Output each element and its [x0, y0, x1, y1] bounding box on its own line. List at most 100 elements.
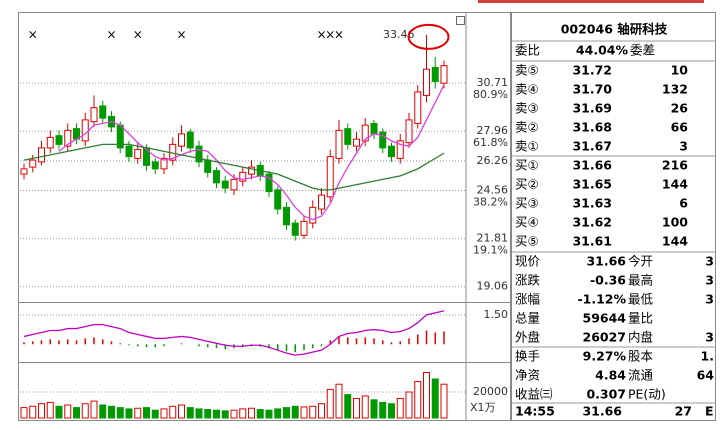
candle-body [318, 194, 325, 210]
stat-label: 量比 [628, 311, 653, 326]
stat-value: 3 [705, 273, 714, 288]
stat-label: 流通 [628, 368, 654, 383]
candle-body [64, 129, 72, 147]
fib-label: 61.8% [473, 136, 508, 149]
candle-body [300, 220, 308, 236]
stat-label: 外盘 [515, 330, 540, 345]
order-volume: 100 [662, 215, 688, 230]
candle-body [151, 161, 159, 170]
macd-line [23, 310, 445, 356]
volume-bar [291, 405, 299, 419]
label: 委比 [515, 43, 540, 58]
y-tick-label: 1.50 [484, 308, 509, 321]
stat-value: 64 [697, 368, 715, 383]
stat-label: 现价 [515, 254, 541, 269]
candle-body [353, 138, 360, 147]
label: 委差 [630, 43, 655, 58]
volume-bar [151, 409, 159, 419]
order-label: 卖② [515, 120, 539, 135]
panel-icon[interactable] [456, 16, 465, 25]
stat-label: 换手 [515, 349, 540, 364]
candle-body [160, 157, 168, 170]
order-volume: 6 [679, 196, 688, 211]
volume-bar [388, 403, 395, 419]
stat-value: 3 [705, 292, 714, 307]
candle-body [379, 131, 387, 149]
candle-body [213, 170, 220, 184]
candle-body [414, 91, 422, 124]
volume-bar [318, 403, 325, 419]
volume-bar [370, 399, 378, 419]
y-tick-label: 30.71 [477, 76, 509, 89]
candle-body [125, 145, 133, 158]
order-price: 31.61 [572, 234, 612, 249]
volume-bar [309, 405, 317, 419]
last-price: 31.66 [582, 404, 622, 419]
event-marker: × [325, 28, 335, 42]
order-price: 31.69 [572, 101, 612, 116]
time: 14:55 [515, 404, 555, 419]
candle-body [326, 156, 334, 198]
volume-bar [221, 410, 229, 419]
candle-body [335, 129, 343, 159]
candle-body [230, 178, 238, 191]
chart-frame [18, 12, 511, 421]
order-label: 买② [515, 177, 539, 192]
order-price: 31.63 [572, 196, 612, 211]
volume-bar [38, 403, 45, 419]
order-label: 卖④ [515, 82, 539, 97]
quote-frame [511, 12, 716, 421]
top-strip [478, 0, 704, 3]
stat-label: 总量 [515, 311, 540, 326]
volume-bar [239, 408, 247, 419]
volume-bar [265, 409, 273, 419]
candle-body [20, 168, 28, 175]
volume-bar [256, 409, 264, 419]
stat-label: 内盘 [628, 330, 653, 345]
candle-body [221, 180, 229, 189]
volume-bar [213, 409, 220, 419]
order-price: 31.68 [572, 120, 612, 135]
candle-body [370, 122, 378, 135]
candle-body [431, 66, 439, 82]
fib-label: 80.9% [473, 88, 508, 101]
stat-label: 最低 [628, 292, 654, 307]
volume-bar [73, 407, 80, 419]
event-marker: × [334, 28, 344, 42]
volume-bar [20, 407, 28, 419]
volume-bar [29, 405, 37, 419]
candle-body [440, 65, 448, 84]
candle-body [405, 119, 413, 144]
volume-bar [414, 381, 422, 419]
volume-bar [46, 401, 54, 419]
order-volume: 216 [662, 158, 688, 173]
order-price: 31.72 [572, 63, 612, 78]
y-tick-label: 19.06 [477, 280, 509, 293]
candle-body [29, 159, 37, 168]
volume-bar [274, 408, 282, 419]
volume-bar [55, 405, 63, 419]
y-tick-label: 27.96 [477, 124, 509, 137]
candle-body [344, 128, 352, 145]
event-marker: × [28, 28, 38, 42]
volume-bar [81, 403, 89, 419]
stat-value: -0.36 [590, 273, 626, 288]
volume-bar [353, 398, 360, 419]
event-marker: × [133, 28, 143, 42]
volume-bar [300, 406, 308, 419]
volume-bar [431, 378, 439, 419]
order-volume: 66 [671, 120, 689, 135]
volume-bar [169, 405, 177, 419]
volume-bar [108, 405, 115, 419]
candle-body [204, 159, 212, 173]
volume-bar [99, 404, 107, 419]
candle-body [195, 145, 203, 163]
event-marker: × [106, 28, 116, 42]
order-label: 卖③ [515, 101, 539, 116]
candle-body [178, 133, 185, 147]
order-label: 卖⑤ [515, 63, 539, 78]
volume-bar [90, 400, 98, 419]
candle-body [309, 206, 317, 224]
order-label: 买① [515, 158, 539, 173]
